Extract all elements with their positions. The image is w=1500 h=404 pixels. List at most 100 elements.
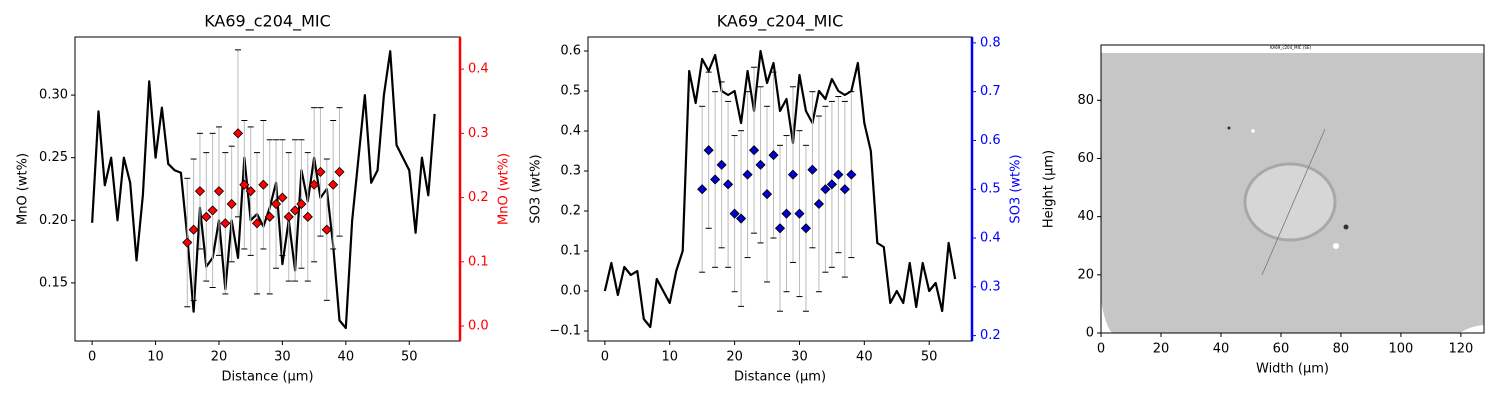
marker: [220, 218, 231, 229]
x-tick-label: 20: [1153, 342, 1170, 357]
x-tick-label: 120: [1448, 342, 1473, 357]
y-tick-label: 0.5: [560, 84, 581, 99]
x-tick-label: 50: [401, 350, 418, 365]
profile-line: [1261, 128, 1326, 276]
marker: [703, 145, 714, 156]
y2-axis-label: MnO (wt%): [497, 153, 512, 225]
x-axis-label: Distance (µm): [734, 370, 826, 385]
x-tick-label: 0: [1097, 342, 1105, 357]
y-tick-label: 0.30: [39, 88, 68, 103]
y2-tick-label: 0.4: [468, 62, 489, 77]
marker: [290, 205, 301, 216]
marker: [794, 208, 805, 219]
image-corner: [1101, 300, 1112, 333]
marker: [321, 224, 332, 235]
image-title: KA69_c204_MIC (SE): [1270, 45, 1312, 50]
x-tick-label: 40: [856, 350, 873, 365]
y2-tick-label: 0.2: [468, 190, 489, 205]
marker: [755, 159, 766, 170]
marker: [710, 174, 721, 185]
dark-spot: [1227, 126, 1231, 130]
marker: [846, 169, 857, 180]
y-tick-label: 0.15: [39, 275, 68, 290]
y2-tick-label: 0.1: [468, 254, 489, 269]
plot-frame: [1100, 44, 1485, 334]
marker: [820, 184, 831, 195]
y2-axis-label: SO3 (wt%): [1009, 154, 1024, 223]
y2-tick-label: 0.7: [980, 84, 1001, 99]
y2-tick-label: 0.5: [980, 182, 1001, 197]
marker: [723, 179, 734, 190]
y2-tick-label: 0.3: [468, 126, 489, 141]
marker: [309, 179, 320, 190]
sem-image: [1101, 45, 1484, 333]
marker: [277, 192, 288, 203]
y-tick-label: 0.4: [560, 124, 581, 139]
y-tick-label: 0.0: [560, 284, 581, 299]
marker: [697, 184, 708, 195]
y-tick-label: 0.25: [39, 150, 68, 165]
x-axis-label: Width (µm): [1256, 362, 1329, 377]
marker: [188, 224, 199, 235]
marker: [315, 166, 326, 177]
y-tick-label: −0.1: [549, 324, 581, 339]
x-tick-label: 30: [791, 350, 808, 365]
marker: [258, 179, 269, 190]
x-tick-label: 20: [211, 350, 228, 365]
marker: [245, 186, 256, 197]
y-tick-label: 0.1: [560, 244, 581, 259]
line: [603, 49, 957, 329]
marker: [761, 189, 773, 200]
marker: [251, 218, 263, 229]
chart-title: KA69_c204_MIC: [204, 12, 331, 32]
y2-tick-label: 0.4: [980, 231, 1001, 246]
y2-tick-label: 0.0: [468, 319, 489, 334]
x-tick-label: 0: [601, 350, 609, 365]
image-corner: [1460, 325, 1484, 333]
marker: [716, 159, 727, 170]
marker: [334, 166, 345, 177]
marker: [201, 211, 212, 222]
y-tick-label: 0.6: [560, 44, 581, 59]
y-tick-label: 0.2: [560, 204, 581, 219]
inclusion: [1243, 162, 1337, 242]
marker: [239, 179, 250, 190]
marker: [729, 208, 740, 219]
x-tick-label: 100: [1389, 342, 1414, 357]
marker: [736, 213, 747, 224]
x-tick-label: 60: [1273, 342, 1290, 357]
y2-tick-label: 0.3: [980, 279, 1001, 294]
chart-title: KA69_c204_MIC: [717, 12, 844, 32]
marker: [826, 179, 837, 190]
marker: [748, 145, 760, 156]
y-tick-label: 0.3: [560, 164, 581, 179]
y-tick-label: 20: [1077, 267, 1094, 282]
x-tick-label: 30: [274, 350, 291, 365]
dark-spot: [1343, 224, 1349, 230]
marker: [839, 184, 850, 195]
y-axis-label: Height (µm): [1042, 150, 1057, 228]
marker: [800, 223, 812, 234]
marker: [182, 237, 193, 248]
x-tick-label: 50: [921, 350, 938, 365]
marker: [807, 164, 818, 175]
marker: [328, 179, 339, 190]
y-tick-label: 60: [1077, 151, 1094, 166]
marker: [787, 169, 799, 180]
x-tick-label: 40: [338, 350, 355, 365]
y2-tick-label: 0.6: [980, 133, 1001, 148]
x-tick-label: 40: [1213, 342, 1230, 357]
marker: [296, 198, 307, 210]
marker: [207, 205, 218, 216]
y-tick-label: 0.20: [39, 213, 68, 228]
marker: [302, 211, 313, 222]
marker: [283, 211, 294, 222]
y-axis-label: MnO (wt%): [16, 153, 31, 225]
x-tick-label: 10: [147, 350, 164, 365]
y2-tick-label: 0.2: [980, 328, 1001, 343]
marker: [232, 128, 244, 139]
x-tick-label: 80: [1333, 342, 1350, 357]
marker: [813, 198, 824, 209]
marker: [270, 198, 282, 210]
marker: [833, 169, 844, 180]
